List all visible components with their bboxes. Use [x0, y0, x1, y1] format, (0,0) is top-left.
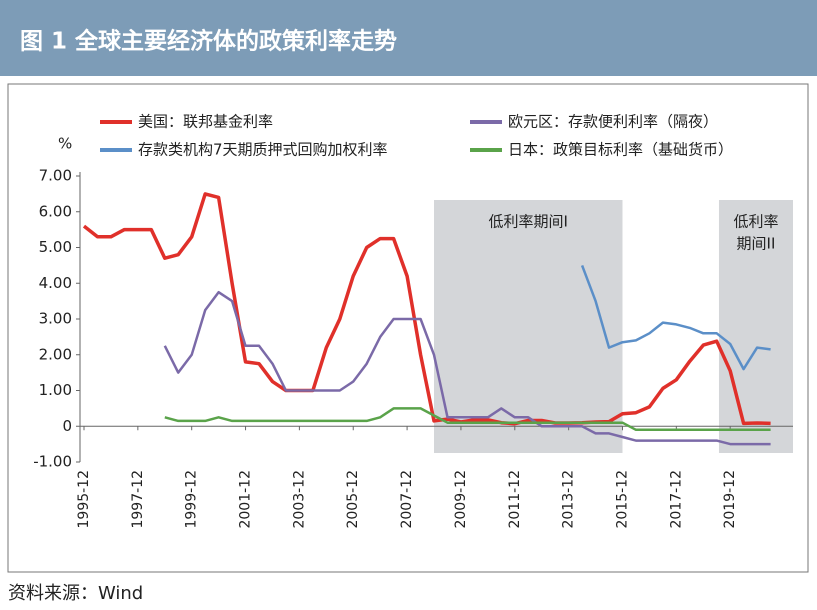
x-tick-label: 2003-12 — [291, 470, 307, 529]
chart-title: 图 1 全球主要经济体的政策利率走势 — [20, 28, 397, 55]
y-tick-label: 1.00 — [39, 381, 72, 399]
series-line — [163, 290, 771, 446]
source: 资料来源：Wind — [8, 583, 143, 604]
y-tick-label: 7.00 — [39, 167, 72, 185]
period-label: 期间II — [737, 235, 776, 253]
period-label: 低利率期间I — [489, 213, 568, 231]
y-unit: % — [58, 135, 72, 153]
chart-frame — [7, 83, 809, 573]
x-tick-label: 2001-12 — [238, 470, 254, 529]
x-tick-label: 1997-12 — [130, 470, 146, 529]
series-line — [82, 192, 771, 426]
y-tick-label: -1.00 — [33, 453, 72, 471]
y-tick-label: 2.00 — [39, 345, 72, 363]
x-tick-label: 2007-12 — [399, 470, 415, 529]
legend-label: 美国：联邦基金利率 — [138, 113, 273, 131]
x-tick-label: 2013-12 — [561, 470, 577, 529]
y-tick-label: 3.00 — [39, 310, 72, 328]
x-tick-label: 1995-12 — [76, 470, 92, 529]
legend-label: 存款类机构7天期质押式回购加权利率 — [138, 141, 388, 159]
y-tick-label: 0 — [62, 417, 72, 435]
period-label: 低利率 — [733, 213, 778, 231]
y-tick-label: 5.00 — [39, 238, 72, 256]
series-line — [164, 407, 771, 432]
shaded-period — [434, 200, 623, 453]
y-tick-label: 6.00 — [39, 202, 72, 220]
header-bar — [0, 0, 817, 76]
x-tick-label: 2019-12 — [722, 470, 738, 529]
legend-label: 日本：政策目标利率（基础货币） — [508, 141, 733, 159]
series-line — [580, 264, 771, 371]
x-tick-label: 2017-12 — [668, 470, 684, 529]
x-tick-label: 2015-12 — [614, 470, 630, 529]
x-tick-label: 1999-12 — [184, 470, 200, 529]
shaded-period — [718, 200, 793, 453]
x-tick-label: 2009-12 — [453, 470, 469, 529]
legend-label: 欧元区：存款便利利率（隔夜） — [508, 113, 718, 131]
y-tick-label: 4.00 — [39, 274, 72, 292]
x-tick-label: 2011-12 — [507, 470, 523, 529]
x-tick-label: 2005-12 — [345, 470, 361, 529]
